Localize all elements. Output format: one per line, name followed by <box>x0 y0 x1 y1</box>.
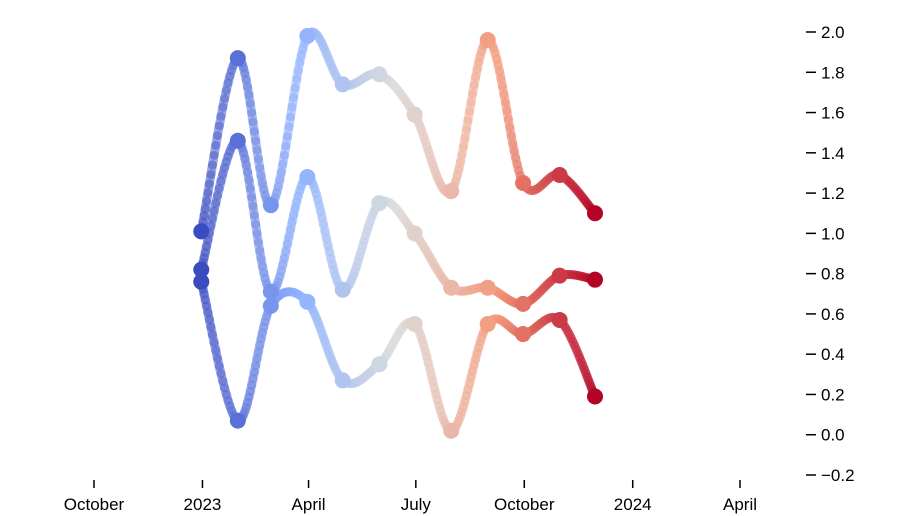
series-1-point <box>193 223 210 240</box>
series-3-point <box>551 311 568 328</box>
y-tick-label: 2.0 <box>821 23 845 42</box>
series-2-point <box>371 195 388 212</box>
x-tick-label: July <box>401 495 432 514</box>
points-layer <box>193 28 603 439</box>
y-tick-label: 0.2 <box>821 385 845 404</box>
y-tick-label: 1.6 <box>821 104 845 123</box>
x-tick-label: 2023 <box>184 495 222 514</box>
series-3-point <box>479 315 496 332</box>
y-tick-label: 1.0 <box>821 224 845 243</box>
y-axis: 2.0 1.8 1.6 1.4 1.2 1.0 0.8 0.6 0.4 0.2 0.0 −0.2 <box>806 23 855 485</box>
series-2-point <box>406 225 423 242</box>
series-2-point <box>479 279 496 296</box>
y-tick-label: −0.2 <box>821 466 855 485</box>
series-1-point <box>515 175 532 192</box>
x-axis: October 2023 April July October 2024 April <box>64 480 757 514</box>
series-2-point <box>299 168 316 185</box>
series-3-point <box>334 372 351 389</box>
series-1-point <box>406 106 423 123</box>
series-2-point <box>262 283 279 300</box>
x-tick-label: April <box>292 495 326 514</box>
series-3-point <box>515 326 532 343</box>
series-1-point <box>587 205 603 222</box>
series-1-line <box>196 27 600 236</box>
series-3-point <box>443 422 460 439</box>
series-1-point <box>551 166 568 183</box>
series-3-point <box>262 297 279 314</box>
series-1-point <box>262 197 279 214</box>
series-2-point <box>334 281 351 298</box>
series-3-point <box>299 293 316 310</box>
series-3-point <box>587 388 603 405</box>
y-tick-label: 1.2 <box>821 184 845 203</box>
series-2-point <box>193 261 210 278</box>
y-tick-label: 0.8 <box>821 265 845 284</box>
y-tick-label: 1.8 <box>821 63 845 82</box>
series-1-point <box>334 76 351 93</box>
series-1-point <box>371 66 388 83</box>
series-1-point <box>479 32 496 49</box>
series-3-point <box>193 273 210 290</box>
y-tick-label: 1.4 <box>821 144 845 163</box>
y-tick-label: 0.6 <box>821 305 845 324</box>
x-tick-label: October <box>494 495 555 514</box>
series-2-point <box>551 267 568 284</box>
series-layer <box>196 27 600 436</box>
series-3-line <box>196 277 600 436</box>
x-tick-label: October <box>64 495 125 514</box>
series-2-point <box>587 271 603 288</box>
x-tick-label: 2024 <box>614 495 652 514</box>
series-2-point <box>229 132 246 149</box>
series-1-point <box>299 28 316 45</box>
y-tick-label: 0.4 <box>821 345 845 364</box>
series-3-point <box>406 315 423 332</box>
series-1-point <box>229 50 246 67</box>
series-3-point <box>371 356 388 373</box>
series-2-point <box>443 279 460 296</box>
series-1-point <box>443 183 460 200</box>
x-tick-label: April <box>723 495 757 514</box>
y-tick-label: 0.0 <box>821 426 845 445</box>
series-2-point <box>515 295 532 312</box>
series-3-point <box>229 412 246 429</box>
